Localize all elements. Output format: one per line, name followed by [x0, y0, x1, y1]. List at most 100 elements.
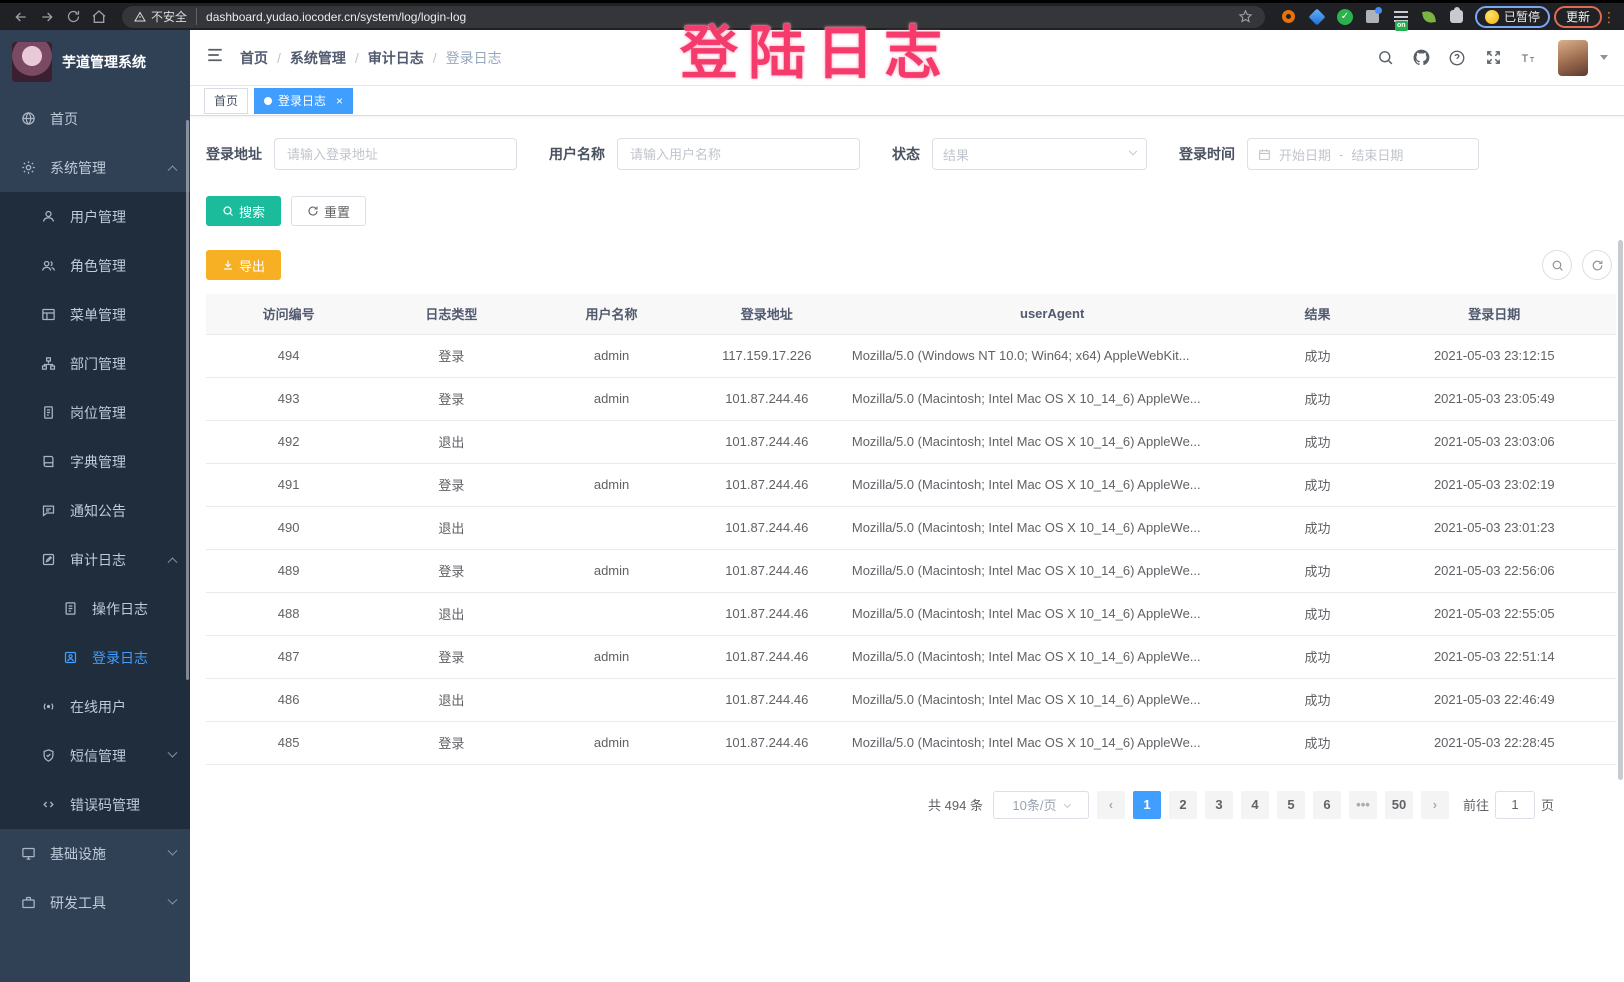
prev-page-button[interactable]: ‹	[1096, 790, 1125, 819]
extensions-puzzle-icon[interactable]	[1445, 5, 1469, 29]
bookmark-star-icon[interactable]	[1238, 9, 1253, 24]
tree-table-icon	[40, 307, 56, 322]
url-text[interactable]: dashboard.yudao.iocoder.cn/system/log/lo…	[206, 9, 467, 24]
page-button-3[interactable]: 3	[1204, 790, 1233, 819]
search-icon[interactable]	[1372, 45, 1398, 71]
sidebar-item-online-users[interactable]: 在线用户	[0, 682, 190, 731]
filter-form: 登录地址 用户名称 状态 结果 登录时间	[206, 138, 1616, 170]
username-input[interactable]	[617, 138, 860, 170]
cell: 2021-05-03 22:55:05	[1372, 592, 1616, 636]
sidebar-logo[interactable]: 芋道管理系统	[0, 30, 190, 94]
date-range-picker[interactable]: 开始日期 - 结束日期	[1247, 138, 1479, 170]
browser-menu-icon[interactable]: ⋮	[1602, 8, 1616, 25]
goto-page-input[interactable]	[1494, 790, 1535, 819]
filter-status: 状态 结果	[892, 138, 1147, 170]
extension-gem-icon[interactable]	[1305, 5, 1329, 29]
sidebar-item-system[interactable]: 系统管理	[0, 143, 190, 192]
sidebar-item-dev-tools[interactable]: 研发工具	[0, 878, 190, 927]
status-select[interactable]: 结果	[932, 138, 1147, 170]
browser-forward-icon[interactable]	[34, 4, 60, 30]
cell: admin	[531, 334, 692, 378]
sidebar-item-home[interactable]: 首页	[0, 94, 190, 143]
tags-view: 首页 登录日志 ×	[190, 86, 1624, 116]
select-caret-icon	[1063, 800, 1071, 809]
extension-orange-icon[interactable]	[1277, 5, 1301, 29]
next-page-button[interactable]: ›	[1420, 790, 1449, 819]
table-row: 491 登录 admin 101.87.244.46 Mozilla/5.0 (Maci…	[206, 463, 1616, 507]
cell: 退出	[371, 420, 532, 464]
cell: 490	[206, 506, 372, 550]
browser-back-icon[interactable]	[8, 4, 34, 30]
export-button[interactable]: 导出	[206, 250, 282, 280]
refresh-table-button[interactable]	[1582, 250, 1612, 280]
sidebar-item-error-codes[interactable]: 错误码管理	[0, 780, 190, 829]
table-header: 访问编号 日志类型 用户名称 登录地址 userAgent 结果 登录日期	[206, 294, 1616, 335]
search-button[interactable]: 搜索	[206, 196, 282, 226]
sidebar-item-login-log[interactable]: 登录日志	[0, 633, 190, 682]
cell: 101.87.244.46	[691, 463, 842, 507]
more-pages-button[interactable]: •••	[1348, 790, 1377, 819]
breadcrumb-audit[interactable]: 审计日志	[367, 49, 424, 66]
tag-login-log[interactable]: 登录日志 ×	[254, 87, 354, 114]
sidebar-item-roles[interactable]: 角色管理	[0, 241, 190, 290]
cell: Mozilla/5.0 (Macintosh; Intel Mac OS X 1…	[841, 721, 1263, 765]
page-button-1[interactable]: 1	[1132, 790, 1161, 819]
sidebar-item-audit-log[interactable]: 审计日志	[0, 535, 190, 584]
browser-reload-icon[interactable]	[60, 4, 86, 30]
filter-username: 用户名称	[549, 138, 860, 170]
url-bar[interactable]: 不安全 dashboard.yudao.iocoder.cn/system/lo…	[122, 5, 1265, 28]
active-dot	[264, 96, 273, 105]
breadcrumb-system[interactable]: 系统管理	[289, 49, 346, 66]
col-username: 用户名称	[531, 294, 692, 335]
page-button-5[interactable]: 5	[1276, 790, 1305, 819]
sidebar-item-posts[interactable]: 岗位管理	[0, 388, 190, 437]
not-secure-badge[interactable]: 不安全	[134, 8, 198, 25]
cell: 492	[206, 420, 372, 464]
app-title: 芋道管理系统	[62, 54, 146, 70]
extension-grid-icon[interactable]	[1361, 5, 1385, 29]
sidebar-item-infrastructure[interactable]: 基础设施	[0, 829, 190, 878]
logo-avatar	[12, 42, 52, 82]
refresh-icon	[1592, 260, 1602, 270]
toggle-search-button[interactable]	[1542, 250, 1572, 280]
extension-leaf-icon[interactable]	[1417, 5, 1441, 29]
user-avatar[interactable]	[1558, 39, 1588, 76]
cell: 101.87.244.46	[691, 721, 842, 765]
cell: admin	[531, 377, 692, 421]
sidebar-item-users[interactable]: 用户管理	[0, 192, 190, 241]
page-button-2[interactable]: 2	[1168, 790, 1197, 819]
reset-button[interactable]: 重置	[291, 196, 367, 226]
profile-paused-chip[interactable]: 已暂停	[1474, 5, 1550, 28]
sidebar-item-operation-log[interactable]: 操作日志	[0, 584, 190, 633]
hamburger-icon[interactable]	[206, 46, 224, 69]
cell: 101.87.244.46	[691, 506, 842, 550]
browser-chrome: 不安全 dashboard.yudao.iocoder.cn/system/lo…	[0, 0, 1624, 31]
help-icon[interactable]	[1444, 45, 1470, 71]
tag-home[interactable]: 首页	[204, 87, 249, 114]
sidebar-item-menus[interactable]: 菜单管理	[0, 290, 190, 339]
extension-green-icon[interactable]: ✓	[1333, 5, 1357, 29]
browser-update-button[interactable]: 更新	[1553, 5, 1602, 28]
sidebar-item-sms[interactable]: 短信管理	[0, 731, 190, 780]
page-scrollbar[interactable]	[1618, 240, 1623, 780]
page-button-50[interactable]: 50	[1384, 790, 1413, 819]
browser-home-icon[interactable]	[86, 4, 112, 30]
github-icon[interactable]	[1408, 45, 1434, 71]
tag-close-icon[interactable]: ×	[336, 93, 344, 108]
address-input[interactable]	[274, 138, 517, 170]
sidebar-item-depts[interactable]: 部门管理	[0, 339, 190, 388]
fullscreen-icon[interactable]	[1480, 45, 1506, 71]
sidebar-item-notice[interactable]: 通知公告	[0, 486, 190, 535]
page-button-4[interactable]: 4	[1240, 790, 1269, 819]
cell: 101.87.244.46	[691, 420, 842, 464]
globe-icon	[20, 111, 36, 126]
breadcrumb-home[interactable]: 首页	[240, 49, 268, 66]
cell: 485	[206, 721, 372, 765]
sidebar-scrollbar[interactable]	[186, 120, 189, 680]
extension-list-icon[interactable]: on	[1389, 5, 1413, 31]
page-button-6[interactable]: 6	[1312, 790, 1341, 819]
sidebar-item-dict[interactable]: 字典管理	[0, 437, 190, 486]
avatar-caret-down-icon[interactable]	[1600, 55, 1608, 60]
page-size-select[interactable]: 10条/页	[992, 790, 1089, 819]
